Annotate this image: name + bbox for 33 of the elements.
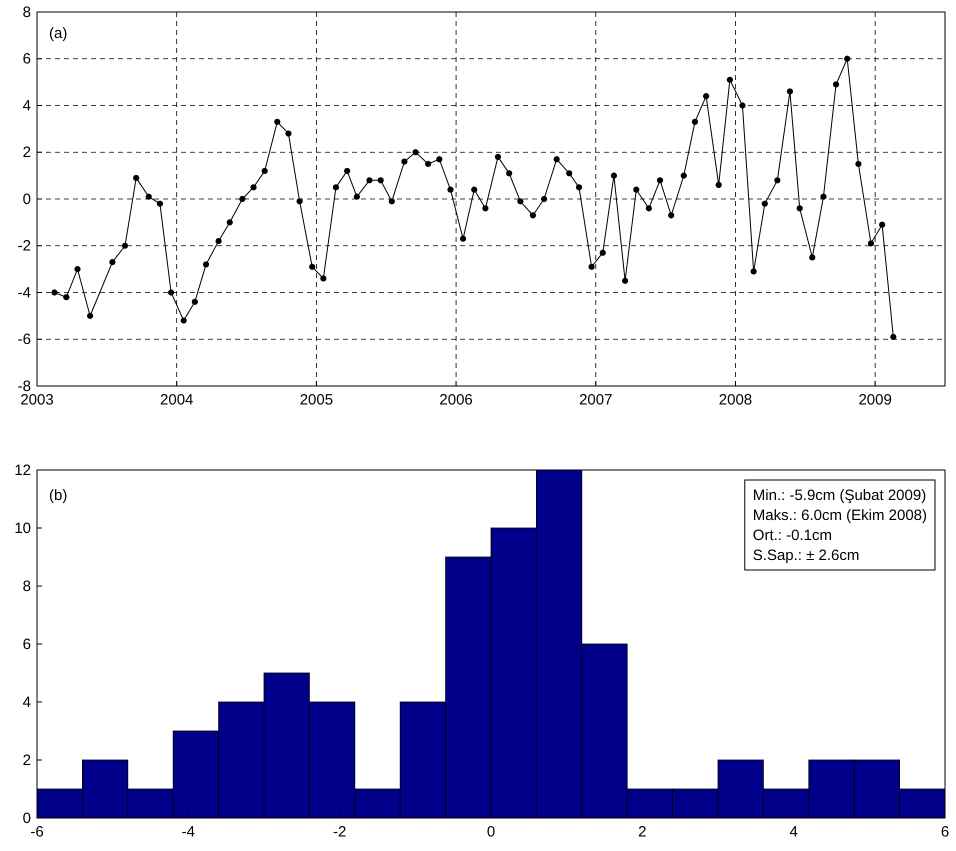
y-tick-label: -6	[18, 331, 31, 348]
y-tick-label: 0	[22, 190, 31, 208]
x-tick-label: 2	[638, 824, 647, 841]
annotation: (a)	[49, 25, 68, 42]
annotation: Ort.: -0.1cm	[752, 527, 832, 544]
x-tick-label: 0	[486, 824, 496, 841]
y-tick-label: 4	[22, 694, 31, 711]
y-tick-label: 2	[22, 144, 31, 162]
x-tick-label: 2007	[579, 392, 612, 409]
y-tick-label: 2	[22, 752, 31, 769]
y-tick-label: 12	[14, 462, 31, 479]
x-tick-label: 6	[940, 824, 950, 841]
annotation: (b)	[49, 487, 68, 504]
annotation: S.Sap.: ± 2.6cm	[752, 547, 860, 564]
y-tick-label: -2	[18, 238, 31, 255]
x-tick-label: 2005	[300, 392, 334, 409]
x-tick-label: 2006	[439, 392, 473, 409]
y-tick-label: 8	[22, 4, 31, 21]
x-tick-label: 4	[789, 824, 798, 841]
annotation: Min.: -5.9cm (Şubat 2009)	[752, 487, 926, 504]
x-tick-label: 2004	[160, 392, 194, 409]
y-tick-label: 4	[22, 97, 31, 114]
annotation: Maks.: 6.0cm (Ekim 2008)	[752, 507, 927, 524]
x-tick-label: -2	[332, 824, 346, 841]
y-tick-label: 6	[22, 636, 31, 653]
x-tick-label: 2008	[718, 392, 752, 409]
y-tick-label: 10	[14, 520, 31, 537]
x-tick-label: 2009	[858, 392, 892, 409]
y-tick-label: -4	[18, 284, 31, 302]
x-tick-label: -4	[182, 824, 196, 841]
y-tick-label: 8	[22, 578, 31, 595]
y-tick-label: 0	[22, 810, 31, 827]
y-tick-label: 6	[22, 50, 31, 68]
